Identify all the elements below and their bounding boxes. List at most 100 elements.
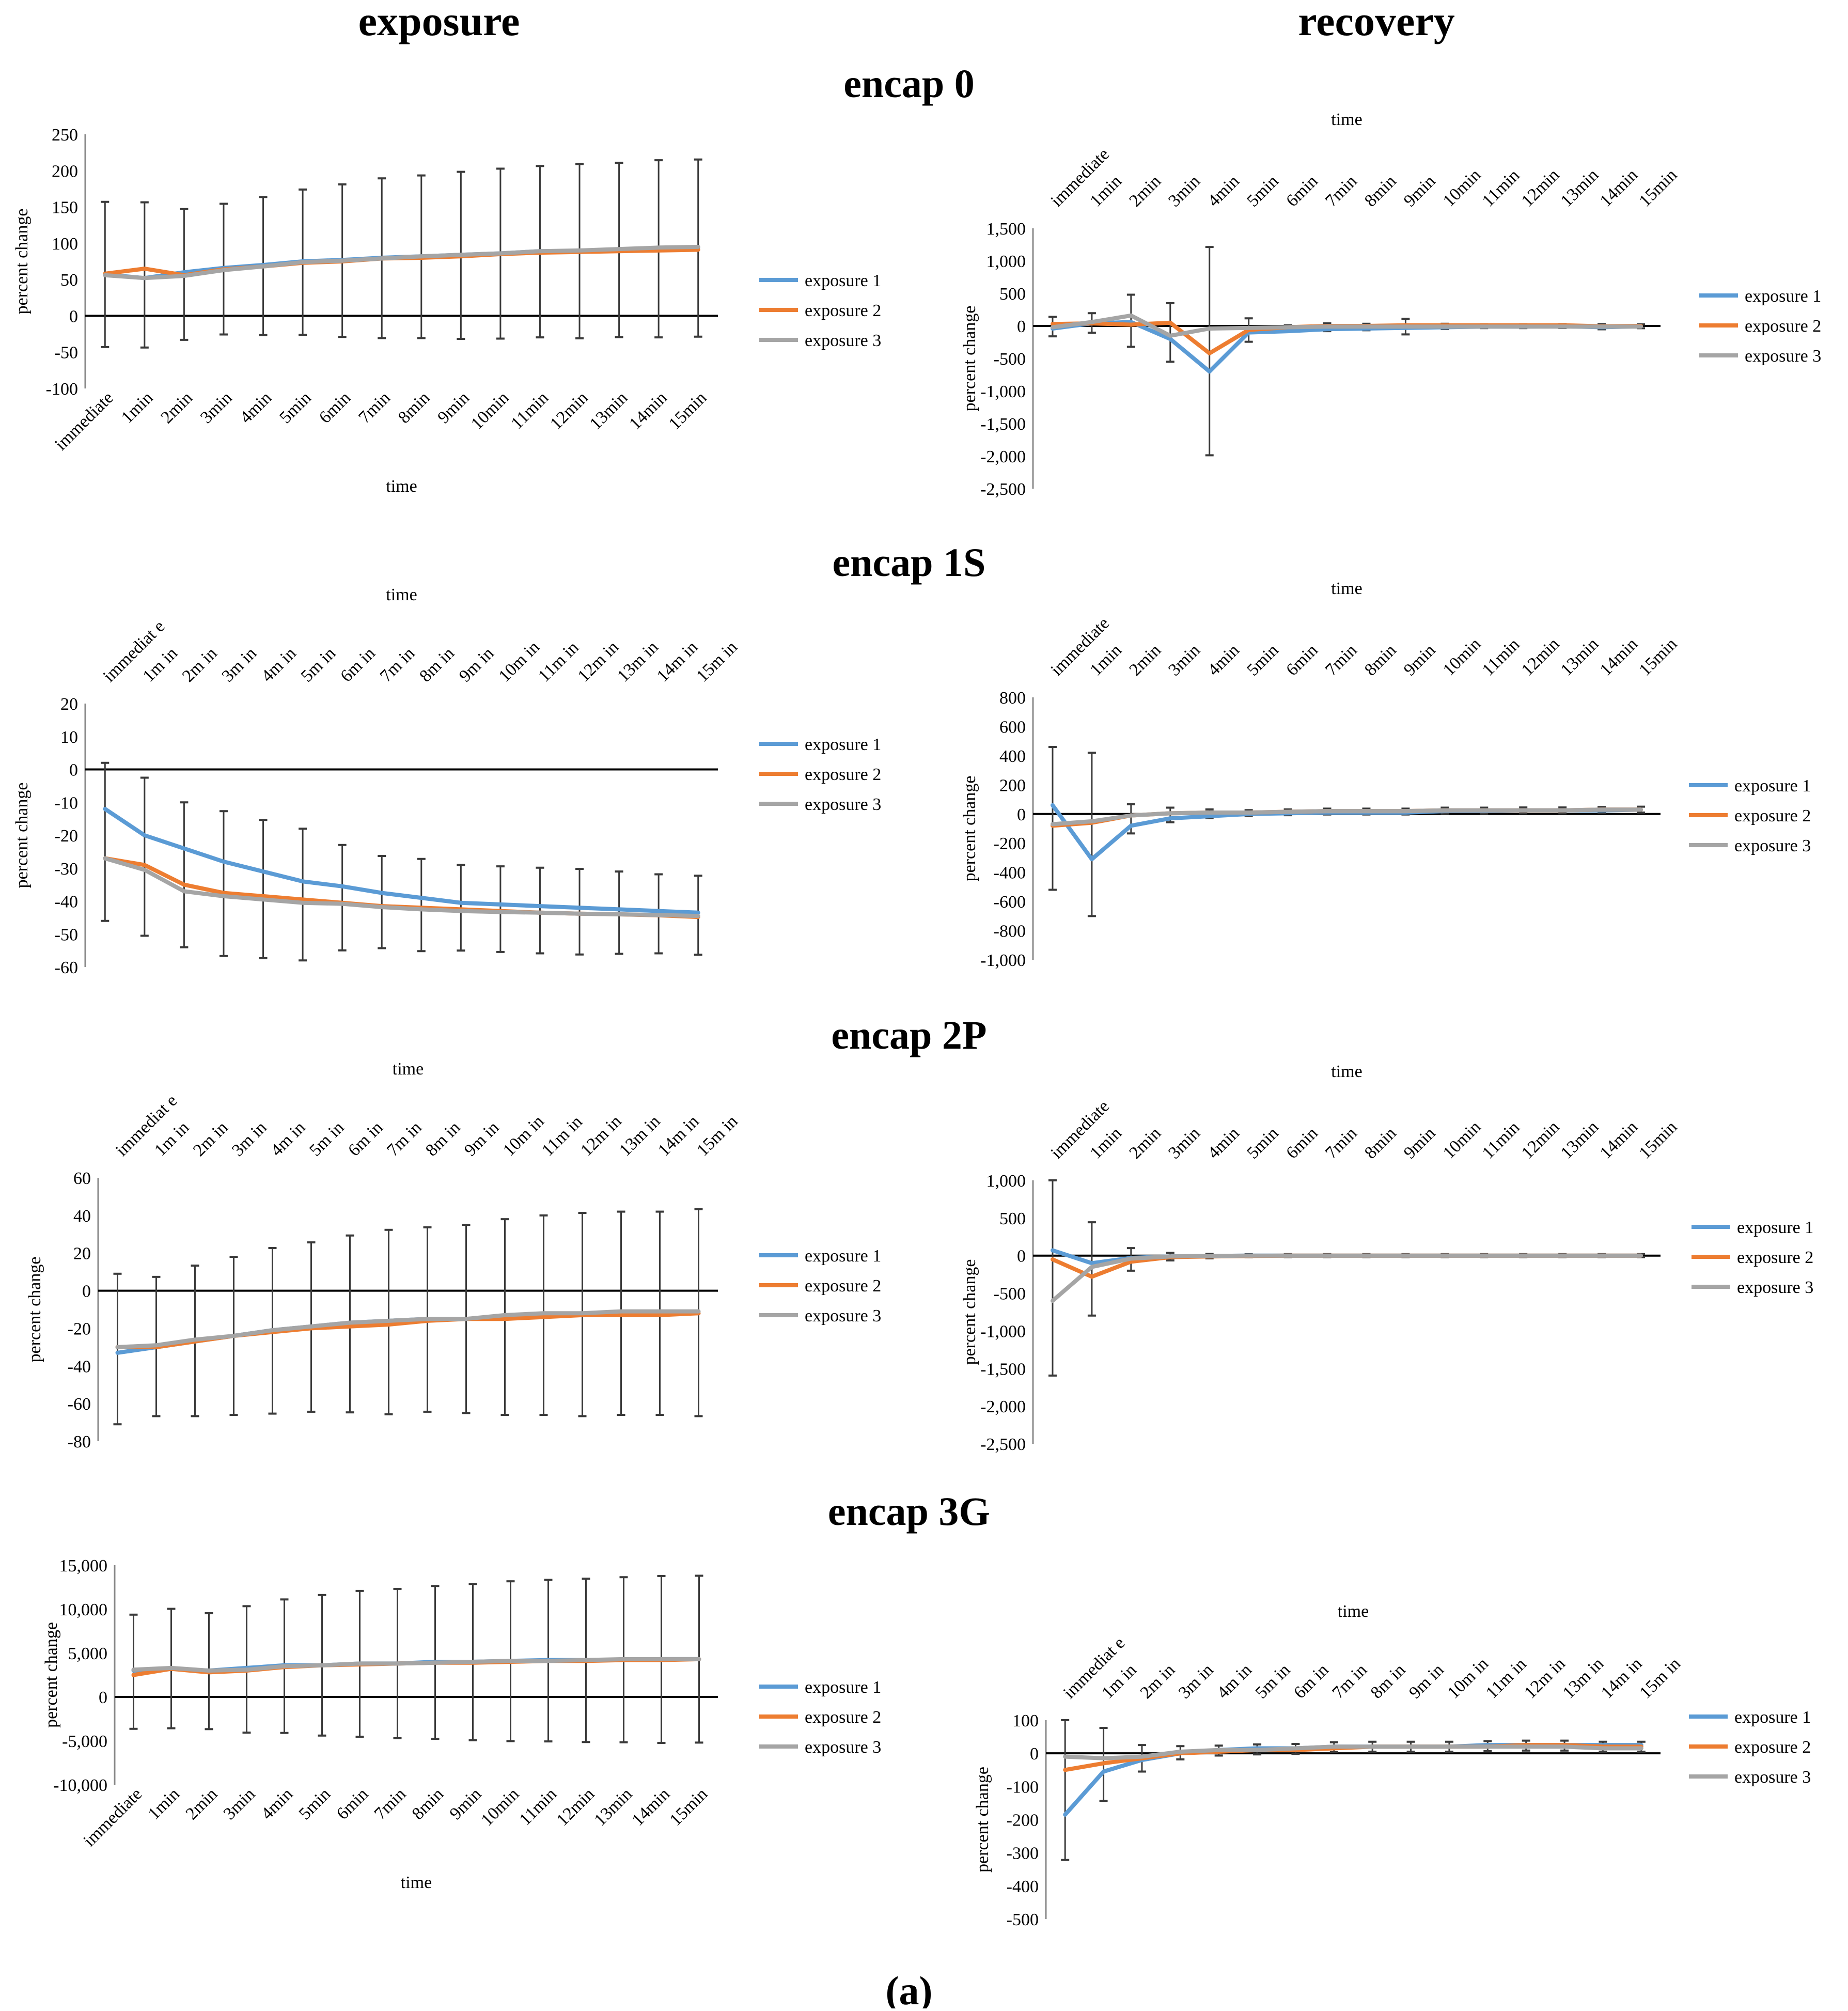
series-line-exposure-3: [131, 1657, 701, 1673]
x-tick-label: 5min: [1243, 172, 1282, 211]
chart-encap-0-recovery: -2,500 -2,000 -1,500 -1,000 -500 0 500 1,000 1,5…: [960, 110, 1821, 499]
x-axis-label: time: [386, 585, 417, 604]
x-tick-label: 6m in: [1290, 1660, 1333, 1703]
x-tick-label: 13min: [1557, 634, 1603, 680]
y-tick-label: 200: [52, 162, 78, 181]
x-tick-label: 14min: [1596, 1117, 1642, 1163]
y-tick-label: 1,000: [986, 1172, 1026, 1191]
x-tick-label: 15min: [1636, 634, 1681, 680]
x-tick-label: 10m in: [1444, 1654, 1492, 1703]
x-tick-label: 3m in: [218, 644, 260, 686]
y-tick-label: -60: [68, 1395, 91, 1414]
x-tick-label: 8m in: [422, 1118, 464, 1160]
x-tick-label: 8m in: [1367, 1660, 1410, 1703]
x-tick-label: 12min: [546, 388, 592, 433]
chart-encap-1s-recovery: -1,000 -800 -600 -400 -200 0 200 400 600 800 perce…: [960, 579, 1811, 970]
y-tick-label: 0: [99, 1688, 107, 1707]
chart-encap-2p-recovery: -2,500 -2,000 -1,500 -1,000 -500 0 500 1,000 per…: [960, 1062, 1813, 1454]
y-tick-label: -500: [994, 350, 1026, 369]
legend-entry: exposure 2: [805, 301, 881, 320]
y-tick-label: 0: [69, 761, 78, 780]
legend-entry: exposure 2: [1734, 1738, 1811, 1757]
x-tick-label: 5min: [1243, 1124, 1282, 1163]
x-tick-label: 13min: [1557, 165, 1603, 211]
y-tick-label: 10,000: [59, 1600, 108, 1619]
x-tick-label: 2min: [1125, 172, 1165, 211]
y-axis-label: percent change: [12, 209, 32, 315]
x-tick-label: 6min: [333, 1784, 372, 1823]
legend-entry: exposure 2: [1737, 1248, 1813, 1267]
y-tick-label: 0: [1017, 317, 1026, 336]
y-tick-label: -600: [994, 893, 1026, 912]
x-tick-label: 10min: [1439, 634, 1485, 680]
x-tick-label: 6min: [1282, 1124, 1322, 1163]
y-tick-label: -40: [68, 1357, 91, 1376]
x-tick-label: 3min: [220, 1784, 259, 1823]
y-tick-label: 100: [1012, 1711, 1039, 1731]
x-tick-label: 2min: [182, 1784, 222, 1823]
x-tick-label: 6m in: [337, 644, 379, 686]
y-axis-label: percent change: [25, 1257, 44, 1363]
x-tick-label: 2m in: [179, 644, 221, 686]
x-tick-label: 4m in: [1213, 1660, 1256, 1703]
group-title-encap-1s: encap 1S: [833, 540, 986, 585]
x-tick-label: 3min: [1165, 641, 1204, 680]
x-tick-label: 9m in: [456, 644, 498, 686]
y-tick-label: -500: [994, 1285, 1026, 1304]
x-tick-label: 6min: [316, 388, 355, 427]
series-line-exposure-3: [1051, 807, 1643, 827]
x-tick-label: 7m in: [1328, 1660, 1371, 1703]
x-tick-label: 15min: [665, 388, 711, 433]
y-tick-label: 15,000: [59, 1556, 108, 1576]
x-tick-label: 2min: [1125, 641, 1165, 680]
y-tick-label: 0: [69, 307, 78, 326]
x-tick-label: 4m in: [258, 644, 300, 686]
y-tick-label: -1,000: [980, 382, 1026, 401]
x-tick-label: 3m in: [228, 1118, 271, 1160]
x-tick-label: 14min: [625, 388, 671, 433]
y-tick-label: -50: [55, 925, 78, 944]
series-line-exposure-3: [103, 244, 700, 280]
x-tick-label: 5m in: [1252, 1660, 1294, 1703]
x-tick-label: 3min: [197, 388, 236, 427]
x-tick-label: 7min: [1322, 641, 1361, 680]
y-tick-label: 60: [73, 1169, 91, 1188]
x-tick-label: 8min: [1361, 641, 1400, 680]
group-title-encap-0: encap 0: [843, 61, 975, 106]
x-axis-label: time: [1331, 579, 1362, 598]
y-tick-label: -20: [68, 1319, 91, 1338]
y-tick-label: -2,000: [980, 1397, 1026, 1416]
x-tick-label: 15min: [666, 1784, 712, 1830]
x-tick-label: 9min: [434, 388, 473, 427]
x-tick-label: 11min: [515, 1784, 560, 1829]
x-tick-label: 4min: [258, 1784, 297, 1823]
series-line-exposure-3: [1063, 1744, 1643, 1760]
x-tick-label: 11m in: [538, 1112, 586, 1160]
y-tick-label: -1,500: [980, 415, 1026, 434]
x-tick-label: 11m in: [535, 638, 583, 686]
y-tick-label: 400: [999, 747, 1026, 766]
x-tick-label: 13m in: [1559, 1654, 1608, 1703]
y-tick-label: -1,000: [980, 951, 1026, 970]
x-tick-label: 11min: [1479, 1118, 1524, 1163]
x-tick-label: 9min: [1400, 172, 1439, 211]
x-tick-label: 11min: [1479, 166, 1524, 211]
x-tick-label: 13min: [1557, 1117, 1603, 1163]
y-tick-label: 600: [999, 718, 1026, 737]
legend-entry: exposure 2: [1745, 317, 1821, 336]
x-tick-label: 15m in: [1636, 1654, 1684, 1703]
y-tick-label: 0: [1017, 805, 1026, 824]
x-tick-label: 4m in: [267, 1118, 309, 1160]
x-tick-label: 1min: [118, 388, 157, 427]
x-tick-label: 14min: [1596, 165, 1642, 211]
x-tick-label: 7min: [355, 388, 394, 427]
x-tick-label: 4min: [1204, 1124, 1243, 1163]
x-tick-label: 8min: [395, 388, 434, 427]
x-tick-label: 12min: [1518, 1117, 1563, 1163]
x-axis-label: time: [401, 1873, 432, 1892]
x-tick-label: 10m in: [495, 637, 543, 686]
y-axis-label: percent change: [42, 1622, 61, 1728]
x-tick-label: 12min: [1518, 165, 1563, 211]
